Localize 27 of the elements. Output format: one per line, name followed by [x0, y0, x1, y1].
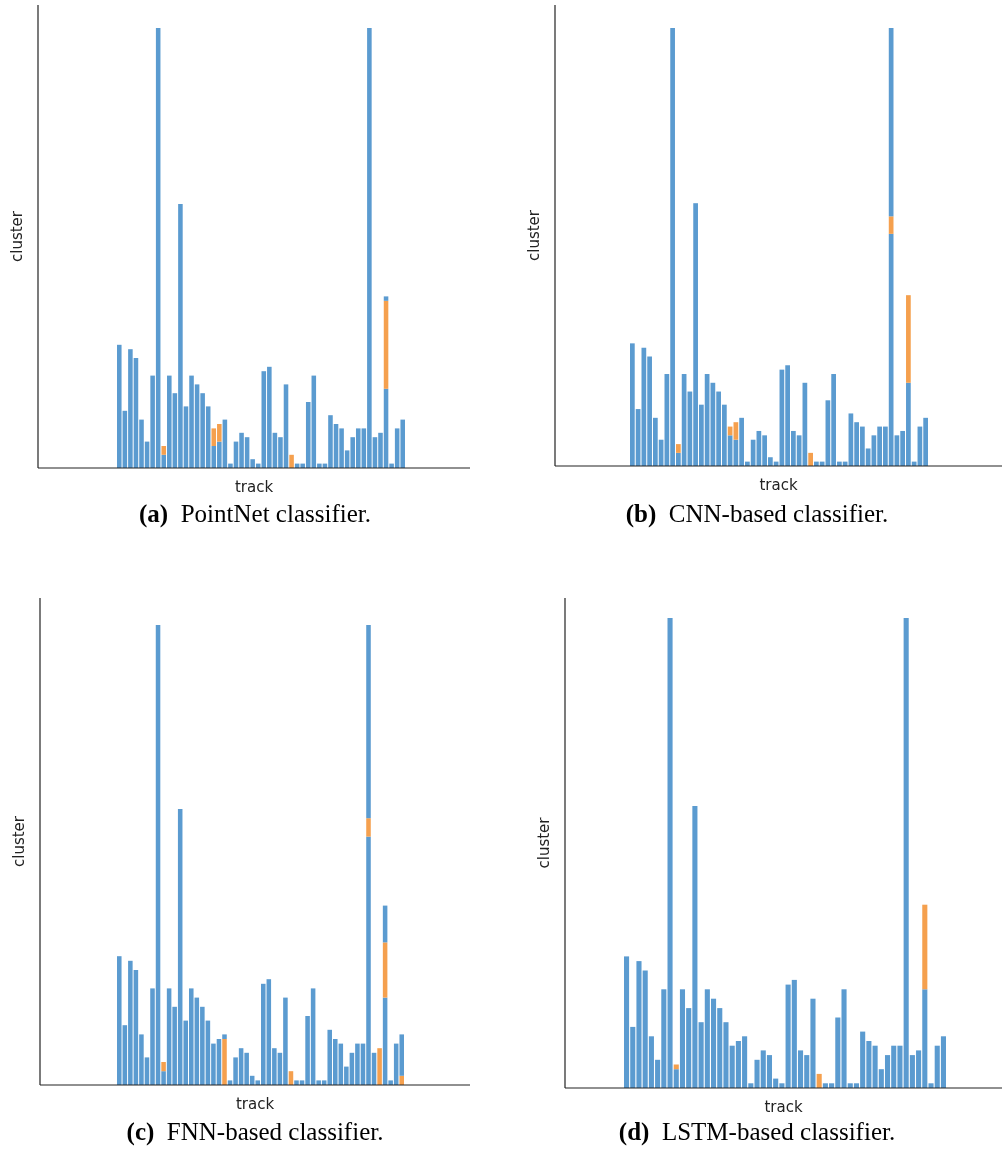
text: (d) LSTM-based classifier. [618, 1118, 896, 1146]
bar [816, 1073, 822, 1088]
bar [289, 454, 294, 468]
text: (a) PointNet classifier. [139, 500, 371, 528]
y-axis-title: cluster [525, 209, 543, 262]
x-axis-title: track [759, 476, 798, 494]
x-axis-title: track [234, 478, 274, 496]
y-axis-title: cluster [535, 816, 553, 869]
bar [676, 444, 681, 453]
bar [922, 904, 928, 990]
x-axis-title: track [235, 1095, 275, 1113]
bar [366, 625, 371, 819]
y-axis-title: cluster [10, 815, 28, 868]
y-axis-title: cluster [8, 210, 26, 263]
bar [161, 446, 167, 455]
x-axis-title: track [764, 1098, 803, 1116]
bar [377, 1048, 382, 1085]
text: (b) CNN-based classifier. [625, 500, 889, 528]
bar [222, 1039, 227, 1085]
bar [906, 295, 911, 383]
bar [222, 1034, 227, 1039]
bar [399, 1075, 404, 1085]
bar [366, 818, 371, 837]
bar [161, 1062, 166, 1072]
text: (c) FNN-based classifier. [126, 1118, 384, 1146]
bar [808, 452, 813, 466]
bar [383, 296, 389, 301]
